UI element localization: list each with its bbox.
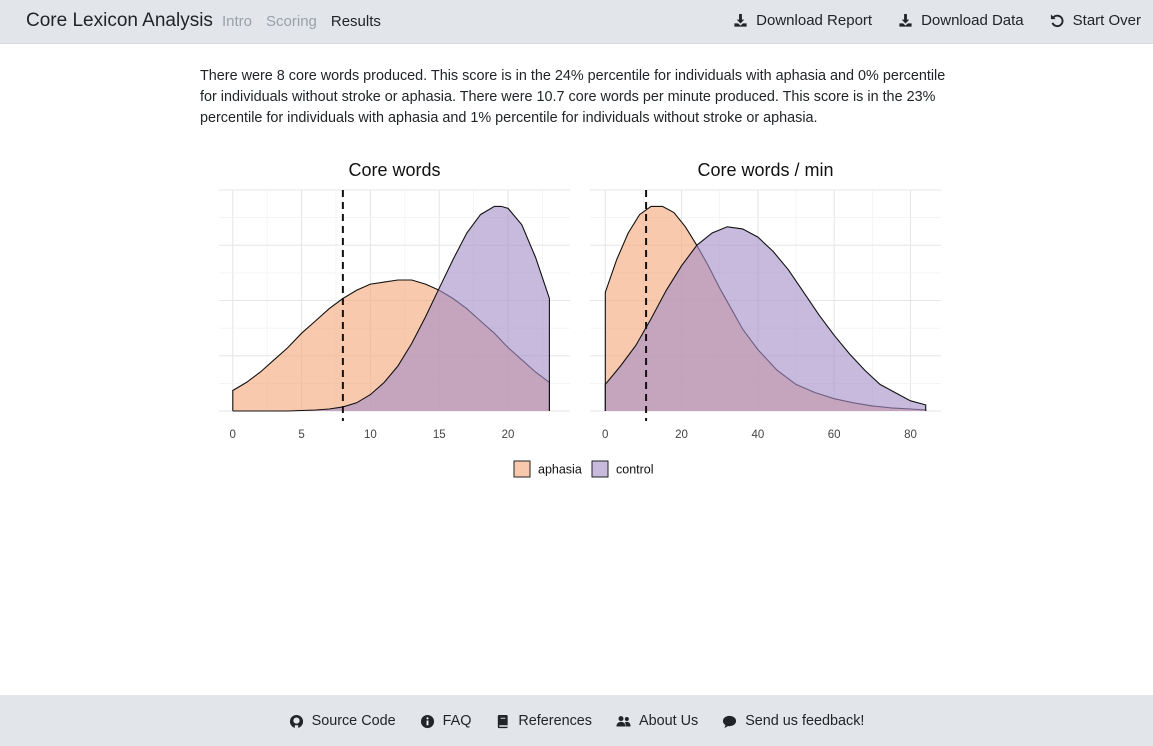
info-icon	[420, 714, 435, 729]
chart-title: Core words / min	[697, 160, 833, 180]
legend-label-control: control	[616, 463, 654, 477]
density-line-control	[604, 226, 927, 411]
download-data-label: Download Data	[921, 12, 1024, 29]
feedback-label: Send us feedback!	[745, 713, 865, 729]
book-icon	[495, 714, 510, 729]
about-us-link[interactable]: About Us	[616, 713, 698, 729]
start-over-button[interactable]: Start Over	[1050, 12, 1141, 29]
comment-icon	[722, 714, 737, 729]
x-tick-label: 80	[904, 429, 917, 441]
references-label: References	[518, 713, 592, 729]
density-area-control	[605, 226, 926, 411]
tab-scoring[interactable]: Scoring	[266, 13, 317, 30]
references-link[interactable]: References	[495, 713, 592, 729]
download-report-label: Download Report	[756, 12, 873, 29]
chart-legend: aphasia control	[513, 460, 654, 478]
chart-panel-0: Core words 0 5 10 15 20	[219, 160, 570, 441]
download-data-button[interactable]: Download Data	[898, 12, 1024, 29]
density-line-control	[232, 205, 550, 412]
legend-key-control	[591, 460, 609, 478]
download-icon	[733, 13, 748, 28]
faq-label: FAQ	[442, 713, 472, 729]
source-code-link[interactable]: Source Code	[289, 713, 396, 729]
tab-intro[interactable]: Intro	[222, 13, 253, 30]
x-tick-label: 0	[230, 429, 236, 441]
footer-links: Source Code FAQ References About Us Send…	[0, 713, 1153, 729]
footer: Source Code FAQ References About Us Send…	[0, 695, 1153, 746]
nav-actions: Download Report Download Data Start Over	[733, 12, 1141, 29]
x-tick-label: 40	[751, 429, 764, 441]
tab-results[interactable]: Results	[330, 13, 381, 30]
about-us-label: About Us	[638, 713, 699, 729]
x-tick-label: 10	[364, 429, 377, 441]
github-icon	[289, 714, 304, 729]
start-over-label: Start Over	[1072, 12, 1141, 29]
download-report-button[interactable]: Download Report	[733, 12, 872, 29]
nav-tabs: Intro Scoring Results	[222, 13, 381, 30]
density-area-control	[232, 206, 550, 411]
faq-link[interactable]: FAQ	[420, 713, 472, 729]
legend-label-aphasia: aphasia	[538, 463, 582, 477]
legend-key-aphasia	[513, 460, 531, 478]
navbar: Core Lexicon Analysis Intro Scoring Resu…	[0, 0, 1153, 44]
download-icon	[898, 13, 913, 28]
feedback-link[interactable]: Send us feedback!	[722, 713, 864, 729]
users-icon	[616, 714, 631, 729]
chart-panel-1: Core words / min 0 20 40 60 80	[590, 160, 941, 441]
results-summary: There were 8 core words produced. This s…	[200, 68, 946, 126]
x-tick-label: 0	[602, 429, 608, 441]
x-tick-label: 20	[502, 429, 515, 441]
x-tick-label: 60	[828, 429, 841, 441]
x-tick-label: 5	[298, 429, 304, 441]
x-tick-label: 15	[433, 429, 446, 441]
app-title[interactable]: Core Lexicon Analysis	[26, 10, 213, 31]
x-tick-label: 20	[675, 429, 688, 441]
density-charts: Core words 0 5 10 15 20 Core words / min 0 20 40 6…	[219, 160, 941, 478]
chart-title: Core words	[348, 160, 440, 180]
undo-icon	[1050, 13, 1065, 28]
source-code-label: Source Code	[311, 713, 396, 729]
